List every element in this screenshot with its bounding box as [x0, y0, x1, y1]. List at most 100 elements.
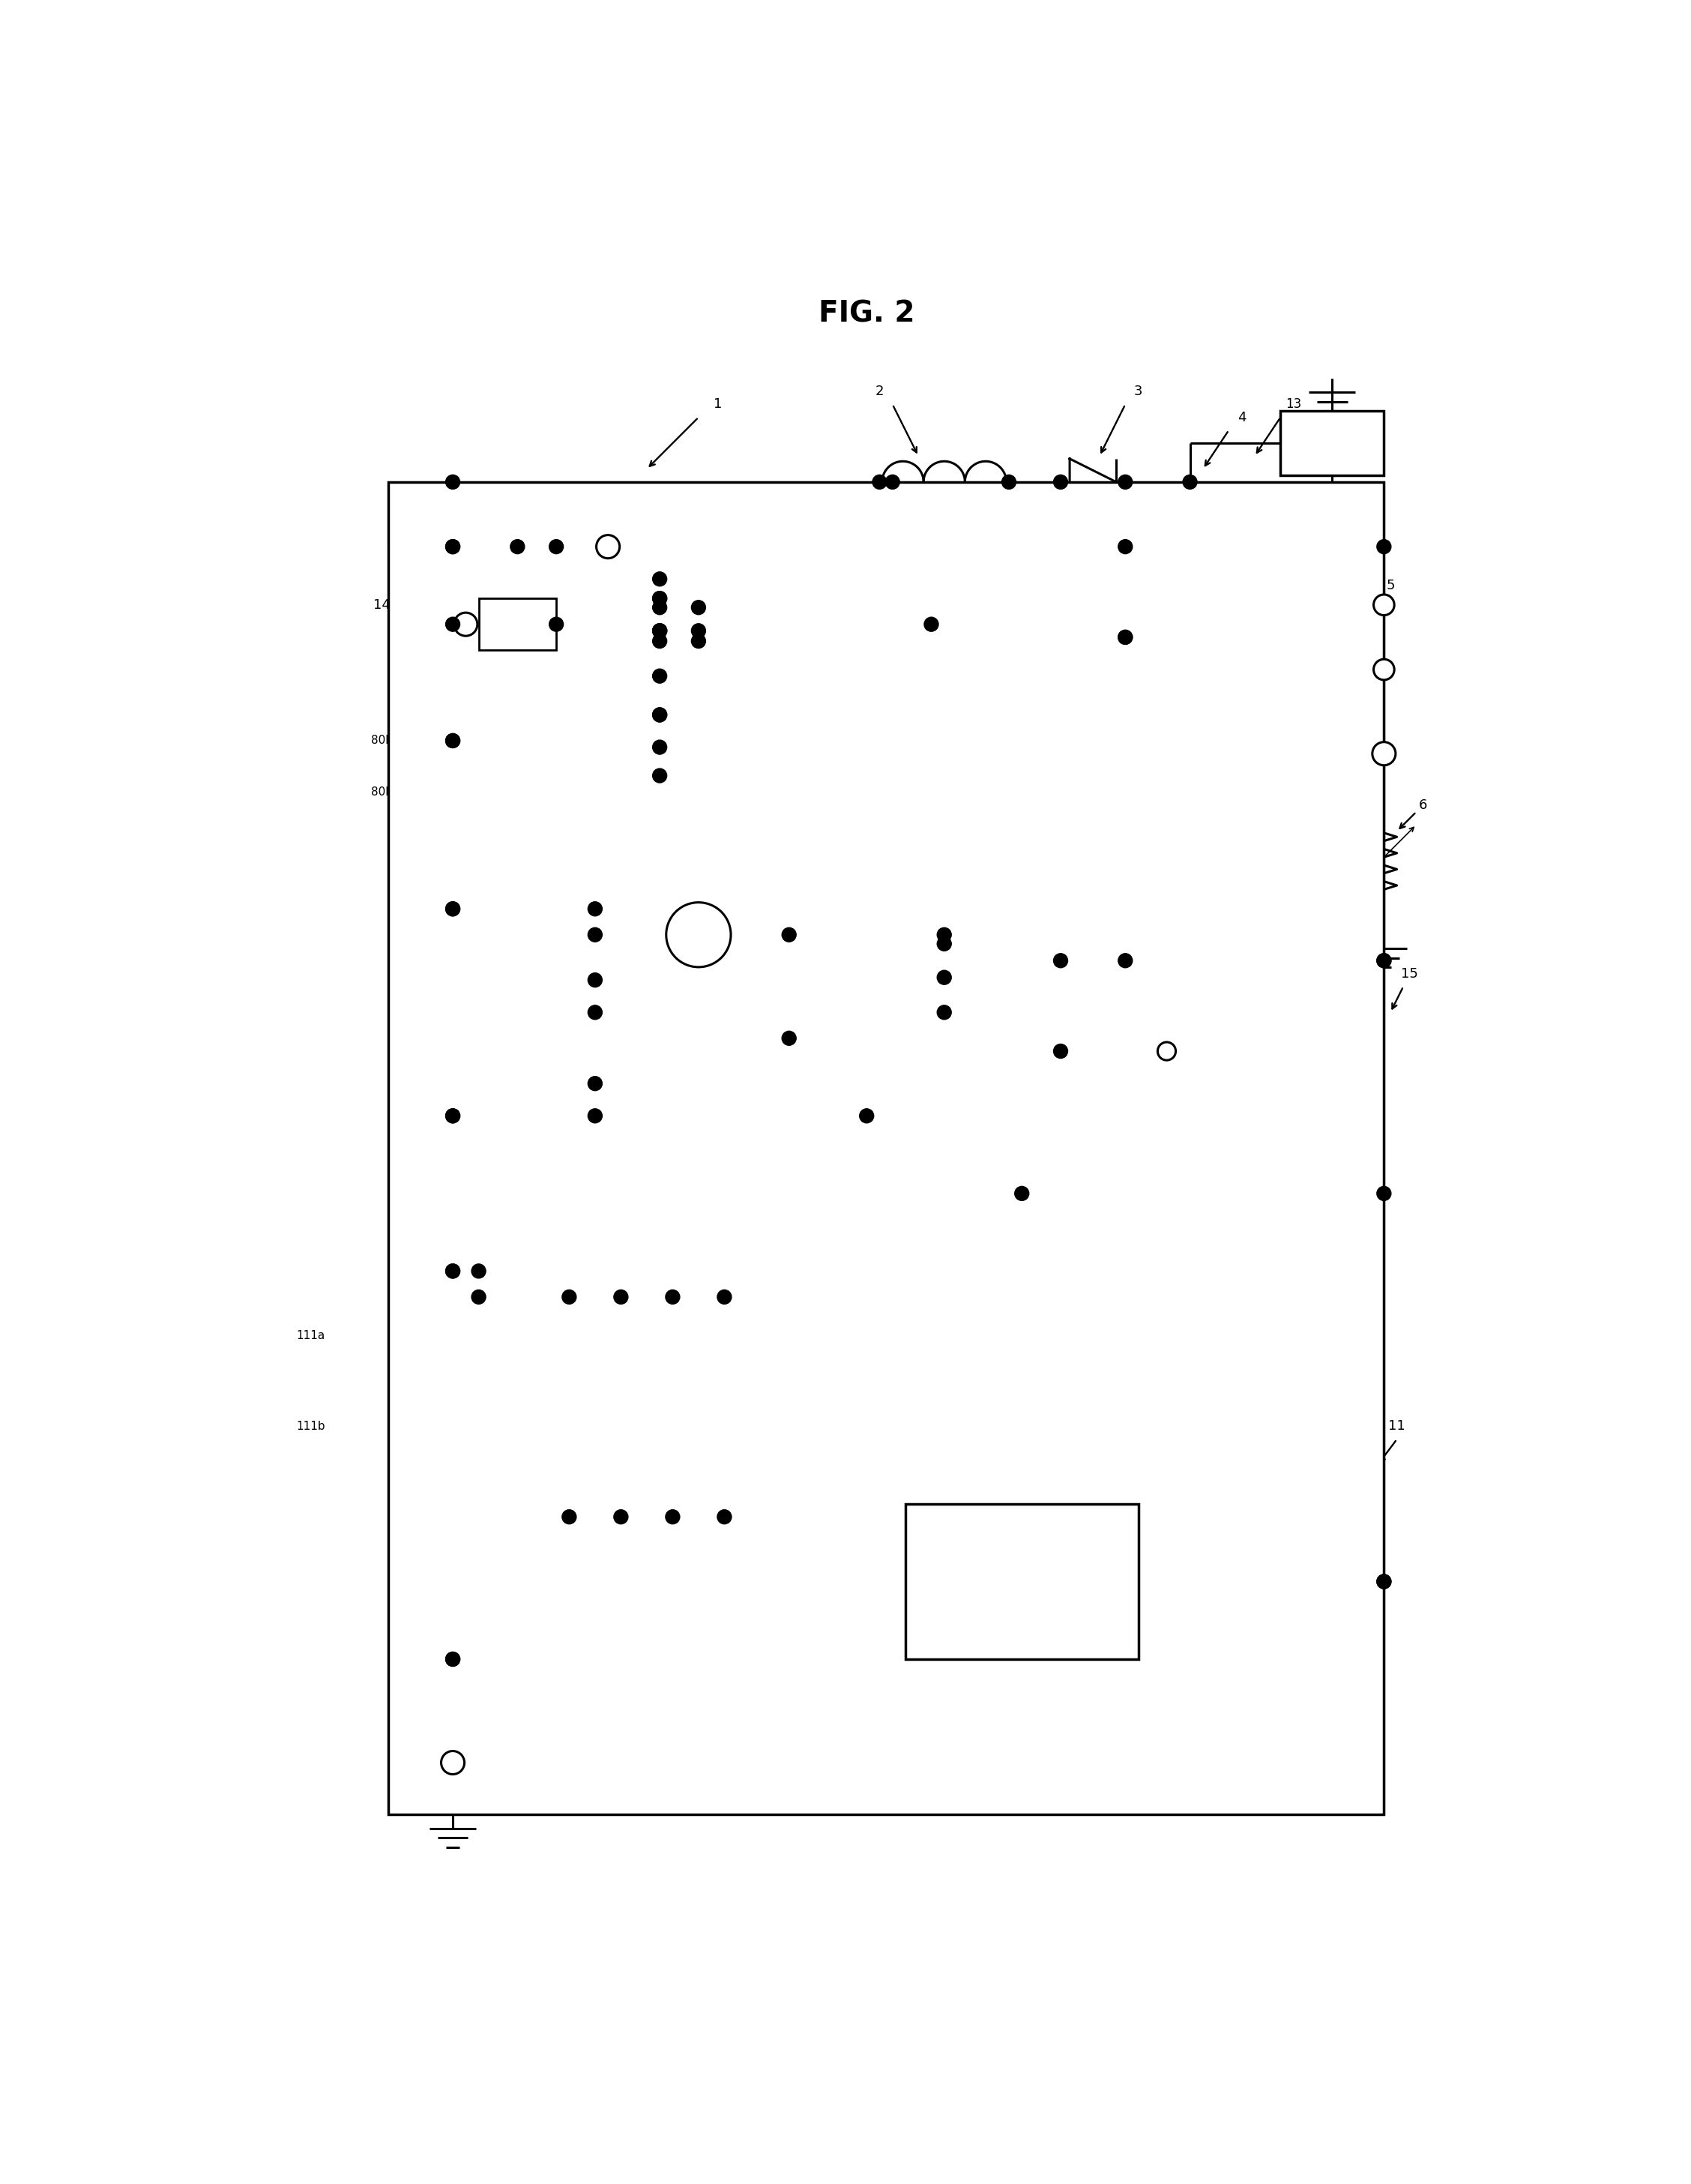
Bar — [737, 740, 971, 845]
Circle shape — [561, 1509, 577, 1524]
Text: 111f: 111f — [517, 1686, 543, 1697]
Text: +: + — [989, 972, 998, 981]
Circle shape — [446, 902, 460, 915]
Circle shape — [937, 937, 952, 950]
Text: IGC: IGC — [1322, 437, 1343, 448]
Circle shape — [446, 1651, 460, 1666]
Circle shape — [550, 539, 563, 555]
Circle shape — [446, 902, 460, 915]
Circle shape — [653, 708, 666, 723]
Text: 80d: 80d — [720, 664, 742, 675]
Circle shape — [1373, 743, 1395, 764]
Circle shape — [925, 618, 939, 631]
Circle shape — [653, 740, 666, 753]
Circle shape — [781, 928, 796, 941]
Circle shape — [653, 633, 666, 649]
Circle shape — [1001, 474, 1016, 489]
Circle shape — [1015, 1186, 1028, 1201]
Circle shape — [597, 535, 619, 559]
Bar — [440, 1271, 996, 1736]
Circle shape — [1376, 954, 1392, 968]
Text: 13: 13 — [1285, 397, 1302, 411]
Circle shape — [1376, 598, 1392, 612]
Text: 80a: 80a — [539, 548, 560, 559]
Text: 90b: 90b — [504, 1033, 526, 1044]
Bar — [531, 856, 1383, 1192]
Circle shape — [1376, 1575, 1392, 1588]
Bar — [531, 546, 1087, 806]
Circle shape — [1376, 662, 1392, 677]
Text: 10a: 10a — [1050, 753, 1072, 767]
Text: 14: 14 — [374, 598, 391, 612]
Text: 9: 9 — [1018, 836, 1026, 852]
Text: CNTR: CNTR — [1003, 1575, 1040, 1588]
Text: 11: 11 — [1388, 1420, 1405, 1433]
Circle shape — [1182, 474, 1197, 489]
Circle shape — [1373, 594, 1395, 616]
Circle shape — [472, 1291, 485, 1304]
Text: -: - — [991, 939, 994, 950]
Text: 90d: 90d — [504, 987, 526, 998]
Text: 111h: 111h — [658, 1769, 687, 1782]
Circle shape — [614, 1291, 627, 1304]
Circle shape — [441, 1752, 465, 1773]
Circle shape — [455, 614, 477, 636]
Circle shape — [1376, 539, 1392, 555]
Circle shape — [614, 1509, 627, 1524]
Circle shape — [446, 1109, 460, 1123]
Text: 80e: 80e — [842, 548, 864, 559]
Text: 2: 2 — [876, 384, 884, 397]
Bar — [971, 533, 1152, 780]
Circle shape — [859, 1109, 874, 1123]
Circle shape — [1053, 1044, 1067, 1059]
Text: 111c: 111c — [516, 1601, 545, 1614]
Circle shape — [1376, 954, 1392, 968]
Bar — [905, 1505, 1138, 1660]
Circle shape — [666, 1509, 680, 1524]
Text: 111g: 111g — [568, 1769, 597, 1782]
Circle shape — [692, 601, 705, 614]
Text: 80a: 80a — [565, 555, 587, 566]
Text: 6: 6 — [1419, 799, 1427, 812]
Circle shape — [692, 625, 705, 638]
Text: 90a: 90a — [504, 935, 526, 948]
Circle shape — [561, 1291, 577, 1304]
Text: 80b: 80b — [370, 786, 392, 797]
Text: 70a: 70a — [739, 799, 761, 810]
Circle shape — [472, 1265, 485, 1278]
Text: -: - — [862, 603, 866, 614]
Circle shape — [511, 539, 524, 555]
Text: 111d: 111d — [555, 1265, 583, 1278]
Circle shape — [717, 1291, 732, 1304]
Text: +: + — [861, 636, 867, 644]
Text: 80c: 80c — [714, 598, 736, 612]
Circle shape — [937, 1005, 952, 1020]
Circle shape — [653, 708, 666, 723]
Text: 110: 110 — [959, 1634, 982, 1647]
Text: -: - — [862, 804, 866, 812]
Circle shape — [446, 734, 460, 747]
Text: CVC: CVC — [507, 618, 528, 629]
Circle shape — [1053, 954, 1067, 968]
Circle shape — [588, 1109, 602, 1123]
Text: 12: 12 — [820, 526, 835, 539]
Circle shape — [653, 625, 666, 638]
Circle shape — [937, 928, 952, 941]
Circle shape — [446, 618, 460, 631]
Bar — [479, 598, 556, 651]
Circle shape — [446, 1109, 460, 1123]
Circle shape — [886, 474, 900, 489]
Circle shape — [588, 1005, 602, 1020]
Text: 4: 4 — [1238, 411, 1246, 424]
Bar — [389, 483, 1383, 1815]
Circle shape — [653, 592, 666, 605]
Circle shape — [1158, 1042, 1175, 1059]
Circle shape — [446, 734, 460, 747]
Text: FIG. 2: FIG. 2 — [818, 299, 915, 328]
Circle shape — [446, 1265, 460, 1278]
Circle shape — [1118, 631, 1133, 644]
Circle shape — [653, 592, 666, 605]
Bar — [440, 1192, 1383, 1815]
Text: 90g: 90g — [966, 891, 988, 902]
Circle shape — [653, 625, 666, 638]
